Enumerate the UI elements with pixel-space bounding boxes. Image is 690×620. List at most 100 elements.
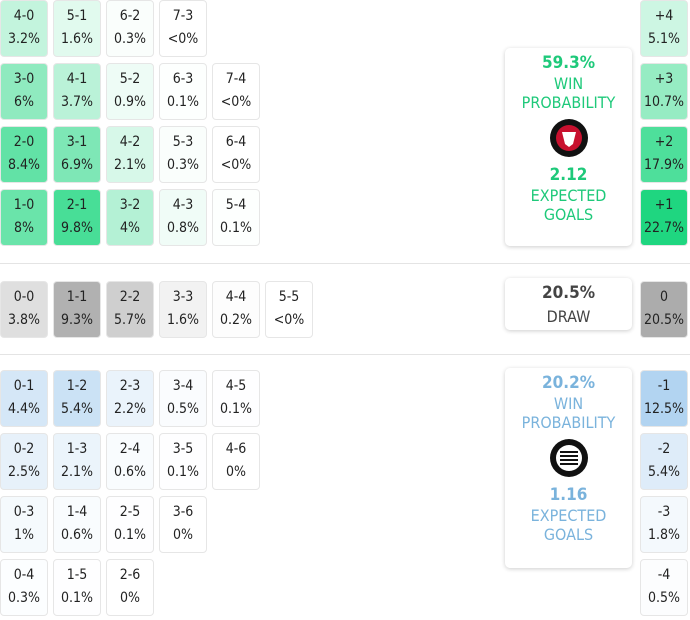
score-label: 2-0 (13, 134, 35, 150)
probability: 3.7% (61, 94, 93, 110)
probability: 0.3% (8, 590, 40, 606)
score-label: 0-3 (13, 504, 35, 520)
home-xg-label: GOALS (543, 205, 594, 224)
score-cell: 1-0 8% (0, 189, 48, 246)
score-cell: 2-1 9.8% (53, 189, 101, 246)
score-label: 1-4 (66, 504, 88, 520)
score-cell: -1 12.5% (640, 370, 688, 427)
score-label: 4-2 (119, 134, 141, 150)
score-label: 0-1 (13, 378, 35, 394)
score-label: 0-2 (13, 441, 35, 457)
score-cell: +3 10.7% (640, 63, 688, 120)
score-cell: 3-0 6% (0, 63, 48, 120)
score-label: 5-2 (119, 71, 141, 87)
fc-midtjylland-crest-icon (549, 119, 588, 157)
score-label: 3-1 (66, 134, 88, 150)
score-label: 3-3 (172, 289, 194, 305)
score-label: -1 (657, 378, 671, 394)
probability: 0.1% (220, 401, 252, 417)
score-label: 3-6 (172, 504, 194, 520)
score-label: +4 (654, 8, 674, 24)
score-cell: 2-5 0.1% (106, 496, 154, 553)
draw-summary-card: 20.5% DRAW (505, 278, 632, 330)
probability: 0% (120, 590, 140, 606)
probability: 0.6% (114, 464, 146, 480)
probability: 0.8% (167, 220, 199, 236)
probability: 0.1% (167, 464, 199, 480)
score-cell: 2-3 2.2% (106, 370, 154, 427)
probability: 3.2% (8, 31, 40, 47)
probability: <0% (220, 94, 252, 110)
score-cell: 6-4 <0% (212, 126, 260, 183)
score-cell: 0-4 0.3% (0, 559, 48, 616)
away-xg: 1.16 (549, 485, 588, 505)
score-label: 3-0 (13, 71, 35, 87)
score-cell: 5-4 0.1% (212, 189, 260, 246)
probability: <0% (220, 157, 252, 173)
score-cell: 5-5 <0% (265, 281, 313, 338)
score-cell: -3 1.8% (640, 496, 688, 553)
score-label: 5-3 (172, 134, 194, 150)
score-cell: 1-2 5.4% (53, 370, 101, 427)
probability: 0.9% (114, 94, 146, 110)
score-cell: 3-4 0.5% (159, 370, 207, 427)
score-cell: 5-1 1.6% (53, 0, 101, 57)
score-cell: -4 0.5% (640, 559, 688, 616)
home-win-label: PROBABILITY (521, 93, 616, 112)
probability: 1.8% (648, 527, 680, 543)
score-cell: 3-2 4% (106, 189, 154, 246)
score-cell: 6-3 0.1% (159, 63, 207, 120)
score-cell: 0-1 4.4% (0, 370, 48, 427)
probability: 0.1% (167, 94, 199, 110)
score-cell: 3-6 0% (159, 496, 207, 553)
probability: 2.1% (114, 157, 146, 173)
probability: 10.7% (643, 94, 684, 110)
score-cell: 3-1 6.9% (53, 126, 101, 183)
probability: 5.4% (61, 401, 93, 417)
probability: 0.3% (114, 31, 146, 47)
probability: 0.1% (220, 220, 252, 236)
score-cell: 1-5 0.1% (53, 559, 101, 616)
score-label: 4-5 (225, 378, 247, 394)
probability: <0% (167, 31, 199, 47)
probability: 5.1% (648, 31, 680, 47)
probability: <0% (273, 312, 305, 328)
score-label: -2 (657, 441, 671, 457)
score-label: -3 (657, 504, 671, 520)
draw-label: DRAW (546, 307, 591, 326)
score-cell: +4 5.1% (640, 0, 688, 57)
score-cell: 4-6 0% (212, 433, 260, 490)
score-label: 2-4 (119, 441, 141, 457)
score-cell: 4-4 0.2% (212, 281, 260, 338)
score-label: 7-3 (172, 8, 194, 24)
score-cell: 7-3 <0% (159, 0, 207, 57)
probability: 1.6% (167, 312, 199, 328)
score-cell: 0-0 3.8% (0, 281, 48, 338)
score-cell: 1-3 2.1% (53, 433, 101, 490)
probability: 0.3% (167, 157, 199, 173)
divider (0, 263, 690, 264)
away-xg-label: EXPECTED (530, 506, 607, 525)
score-cell: +2 17.9% (640, 126, 688, 183)
probability: 6% (14, 94, 34, 110)
score-cell: 1-1 9.3% (53, 281, 101, 338)
score-label: 3-5 (172, 441, 194, 457)
score-label: 3-2 (119, 197, 141, 213)
probability: 8.4% (8, 157, 40, 173)
score-label: 3-4 (172, 378, 194, 394)
score-label: 2-1 (66, 197, 88, 213)
probability: 6.9% (61, 157, 93, 173)
score-cell: 1-4 0.6% (53, 496, 101, 553)
away-win-label: WIN (553, 394, 584, 413)
score-label: 4-0 (13, 8, 35, 24)
probability: 4.4% (8, 401, 40, 417)
score-label: 1-3 (66, 441, 88, 457)
probability: 0.1% (114, 527, 146, 543)
score-label: 6-4 (225, 134, 247, 150)
score-cell: 2-4 0.6% (106, 433, 154, 490)
score-cell: 0-2 2.5% (0, 433, 48, 490)
score-label: 7-4 (225, 71, 247, 87)
score-cell: 3-3 1.6% (159, 281, 207, 338)
probability: 0.5% (648, 590, 680, 606)
probability: 20.5% (643, 312, 684, 328)
